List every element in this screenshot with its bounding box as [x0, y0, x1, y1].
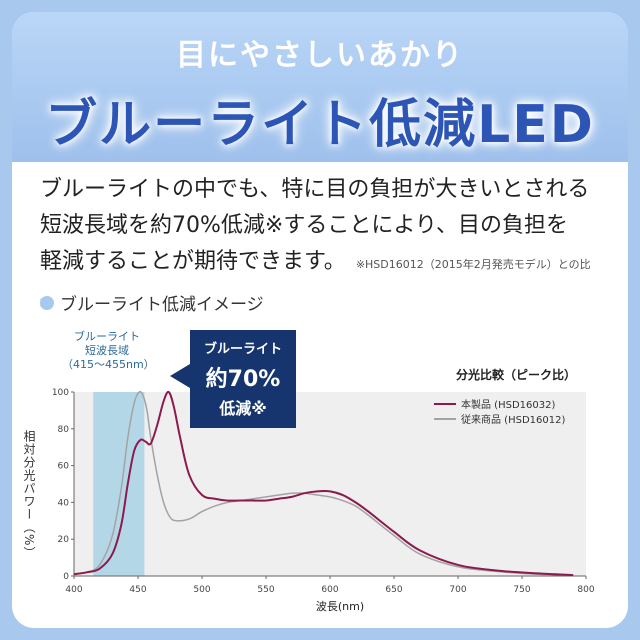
product-series-line	[73, 390, 574, 577]
conventional-series-line	[73, 390, 574, 576]
x-tick-label: 650	[385, 585, 402, 595]
callout-line-1: ブルーライト	[203, 342, 282, 357]
legend-item-conventional-label: 従来商品 (HSD16012)	[461, 413, 565, 426]
description-line-1: ブルーライトの中でも、特に目の負担が大きいとされる	[40, 177, 590, 202]
bullet-dot-icon	[40, 295, 54, 310]
description: ブルーライトの中でも、特に目の負担が大きいとされる 短波長域を約70%低減※する…	[40, 172, 600, 322]
y-tick-label: 40	[58, 498, 70, 508]
reduction-callout: ブルーライト 約70% 低減※	[170, 330, 296, 428]
y-axis-label: 相対分光パワー（%）	[22, 430, 36, 560]
header-banner: 目にやさしいあかり ブルーライト低減LED	[12, 12, 628, 162]
band-label-line-3: （415～455nm）	[62, 358, 155, 371]
blue-light-band	[93, 392, 145, 576]
callout-line-3: 低減※	[219, 399, 267, 418]
chart-title: 分光比較（ピーク比）	[456, 368, 577, 382]
callout-line-2: 約70%	[205, 367, 281, 392]
y-tick-label: 20	[58, 535, 70, 545]
band-label-line-1: ブルーライト	[74, 330, 140, 343]
x-tick-label: 700	[449, 585, 466, 595]
header-title: ブルーライト低減LED	[45, 95, 595, 155]
x-tick-label: 450	[129, 585, 146, 595]
description-line-3-text: 軽減することが期待できます。	[40, 249, 346, 274]
y-tick-label: 100	[52, 388, 69, 398]
description-line-2: 短波長域を約70%低減※することにより、目の負担を	[40, 213, 569, 238]
y-tick-label: 0	[63, 572, 69, 582]
x-axis-label: 波長(nm)	[316, 600, 364, 613]
legend-item-product-label: 本製品 (HSD16032)	[461, 398, 555, 411]
x-tick-label: 750	[513, 585, 530, 595]
content-panel: 目にやさしいあかり ブルーライト低減LED	[12, 12, 628, 628]
image-label-text: ブルーライト低減イメージ	[60, 295, 264, 315]
band-label-line-2: 短波長域	[85, 344, 129, 357]
x-tick-label: 550	[257, 585, 274, 595]
x-tick-label: 600	[321, 585, 338, 595]
y-tick-label: 80	[58, 425, 70, 435]
header-subtitle: 目にやさしいあかり	[176, 38, 464, 73]
image-label: ブルーライト低減イメージ	[40, 290, 264, 315]
description-line-3: 軽減することが期待できます。 ※HSD16012（2015年2月発売モデル）との比…	[40, 244, 600, 322]
band-label: ブルーライト 短波長域 （415～455nm）	[62, 330, 155, 372]
x-tick-label: 800	[577, 585, 594, 595]
y-tick-label: 60	[58, 462, 70, 472]
x-tick-label: 500	[193, 585, 210, 595]
x-tick-label: 400	[65, 585, 82, 595]
